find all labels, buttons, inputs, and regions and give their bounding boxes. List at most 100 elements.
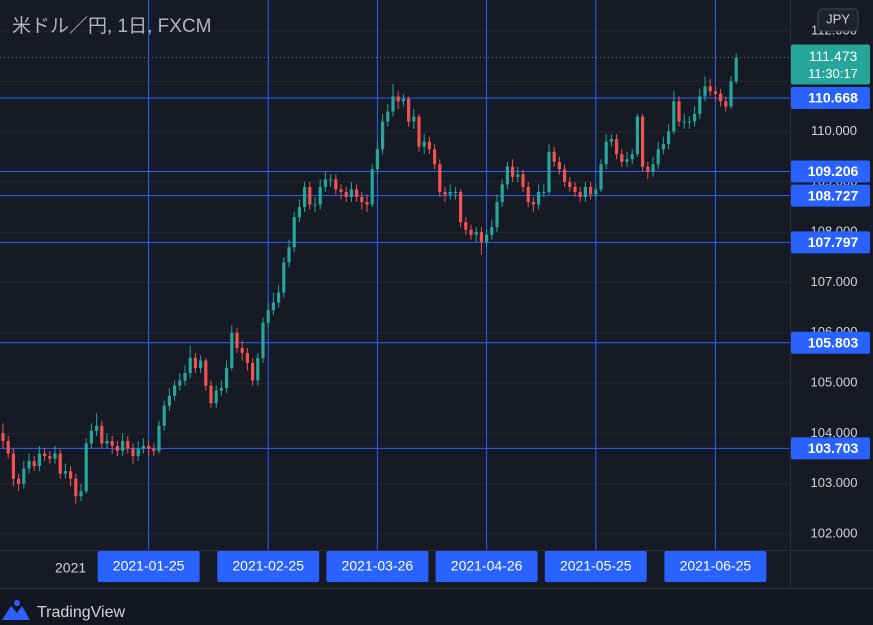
candle-body (251, 362, 255, 381)
candle-body (256, 357, 260, 381)
candle-body (698, 96, 702, 114)
candle-body (282, 262, 286, 293)
candle-body (95, 425, 99, 431)
candle-body (563, 169, 567, 182)
candle-body (308, 186, 312, 205)
candle-body (323, 179, 327, 187)
candle-body (147, 445, 151, 449)
level-label: 109.206 (808, 163, 859, 179)
candle-body (365, 202, 369, 205)
y-tick-label: 107.000 (811, 274, 858, 289)
candle-body (620, 154, 624, 162)
date-box (544, 551, 647, 582)
y-tick-label: 110.000 (811, 123, 857, 138)
level-box (791, 331, 870, 354)
candle-body (682, 121, 686, 123)
candle-body (136, 448, 140, 457)
candle-body (396, 96, 400, 102)
date-label: 2021-03-26 (342, 558, 414, 574)
candle-body (235, 332, 239, 348)
candle-body (490, 227, 494, 235)
candle-body (568, 181, 572, 187)
candle-body (703, 86, 707, 97)
candle-body (724, 101, 728, 107)
x-tick-label: 2021 (55, 560, 86, 576)
candle-body (209, 385, 213, 404)
candle-body (121, 440, 125, 452)
candle-body (204, 360, 208, 386)
candle-body (334, 179, 338, 190)
candle-body (583, 186, 587, 197)
candle-body (505, 166, 509, 185)
candle-body (313, 204, 317, 206)
level-label: 107.797 (808, 234, 859, 250)
date-box (664, 551, 767, 582)
candle-body (297, 207, 301, 218)
candle-body (448, 191, 452, 195)
candle-body (474, 232, 478, 235)
date-box (217, 551, 320, 582)
candle-body (1, 433, 5, 441)
candle-body (219, 388, 223, 391)
level-box (791, 437, 870, 460)
candle-body (318, 186, 322, 205)
candle-body (615, 139, 619, 155)
last-price-box (791, 44, 870, 85)
candle-body (427, 141, 431, 150)
countdown: 11:30:17 (808, 66, 858, 81)
chart-title: 米ドル／円, 1日, FXCM (12, 15, 212, 37)
candle-body (266, 310, 270, 323)
level-label: 105.803 (808, 334, 859, 350)
candle-body (651, 164, 655, 172)
candle-body (79, 491, 83, 497)
candle-body (412, 116, 416, 122)
candle-body (245, 352, 249, 363)
candle-body (53, 453, 57, 459)
candle-body (708, 86, 712, 92)
footer (0, 588, 873, 625)
brand: TradingView (37, 604, 125, 621)
candle-body (225, 368, 229, 389)
candle-body (27, 461, 31, 469)
candle-body (542, 191, 546, 193)
candle-body (199, 360, 203, 369)
candle-body (641, 116, 645, 167)
date-box (326, 551, 429, 582)
candle-body (370, 169, 374, 205)
candle-body (287, 247, 291, 263)
candle-body (167, 395, 171, 406)
candle-body (557, 161, 561, 170)
candle-body (303, 186, 307, 208)
candle-body (599, 164, 603, 190)
candle-body (609, 139, 613, 142)
candle-body (178, 380, 182, 386)
candle-body (407, 98, 411, 122)
candle-body (349, 189, 353, 197)
candle-body (687, 121, 691, 123)
candle-body (214, 390, 218, 404)
level-label: 103.703 (808, 440, 859, 456)
date-box (435, 551, 538, 582)
candle-body (100, 425, 104, 444)
level-box (791, 184, 870, 207)
candle-body (661, 144, 665, 150)
candle-body (734, 57, 738, 82)
date-label: 2021-05-25 (560, 558, 632, 574)
candle-body (131, 448, 135, 457)
candle-body (401, 98, 405, 102)
candle-body (126, 440, 130, 449)
y-tick-label: 102.000 (811, 525, 858, 540)
candle-body (438, 164, 442, 192)
currency-label[interactable]: JPY (826, 11, 850, 26)
candle-body (115, 445, 119, 452)
currency-button[interactable] (817, 8, 859, 32)
candle-body (511, 166, 515, 177)
candle-body (485, 234, 489, 243)
candle-body (604, 141, 608, 165)
candle-body (469, 229, 473, 235)
candle-body (141, 445, 145, 449)
candle-body (672, 101, 676, 132)
candle-body (537, 191, 541, 205)
logo (2, 600, 30, 620)
